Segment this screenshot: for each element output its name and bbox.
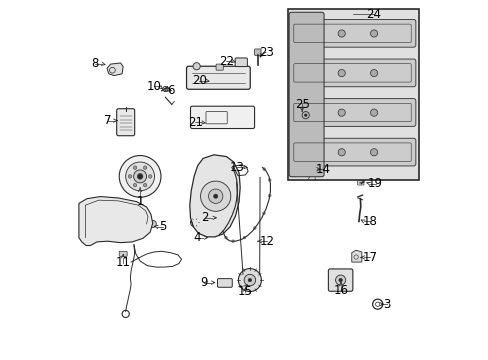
FancyBboxPatch shape <box>216 64 223 70</box>
Circle shape <box>193 221 196 224</box>
Circle shape <box>133 166 137 170</box>
Circle shape <box>243 236 245 239</box>
Text: 12: 12 <box>259 235 274 248</box>
Circle shape <box>370 69 377 77</box>
Text: 8: 8 <box>91 57 99 70</box>
Text: 2: 2 <box>201 211 208 224</box>
Text: 17: 17 <box>362 251 377 264</box>
Circle shape <box>133 183 137 187</box>
Circle shape <box>253 227 256 230</box>
FancyBboxPatch shape <box>235 58 247 67</box>
Text: 7: 7 <box>104 114 111 127</box>
FancyBboxPatch shape <box>290 59 415 87</box>
Circle shape <box>224 236 227 239</box>
Text: 22: 22 <box>219 55 234 68</box>
Text: 20: 20 <box>191 74 206 87</box>
Circle shape <box>143 183 146 187</box>
Circle shape <box>337 30 345 37</box>
Circle shape <box>337 109 345 116</box>
Text: 24: 24 <box>366 8 381 21</box>
Circle shape <box>128 175 132 178</box>
Circle shape <box>263 168 265 171</box>
Circle shape <box>148 175 152 178</box>
FancyBboxPatch shape <box>217 279 232 287</box>
Circle shape <box>149 220 156 228</box>
Circle shape <box>304 161 322 179</box>
Text: 19: 19 <box>367 177 382 190</box>
Circle shape <box>125 162 154 191</box>
Polygon shape <box>79 197 152 246</box>
Text: 1: 1 <box>136 195 143 208</box>
Polygon shape <box>189 155 240 237</box>
Text: 13: 13 <box>229 161 244 174</box>
Circle shape <box>338 278 342 282</box>
FancyBboxPatch shape <box>119 251 127 256</box>
Circle shape <box>231 240 234 243</box>
FancyBboxPatch shape <box>357 181 363 185</box>
Text: 4: 4 <box>193 231 200 244</box>
Circle shape <box>190 218 199 227</box>
Circle shape <box>370 149 377 156</box>
FancyBboxPatch shape <box>288 12 324 177</box>
Circle shape <box>370 30 377 37</box>
Circle shape <box>200 181 230 211</box>
Circle shape <box>302 112 309 119</box>
Circle shape <box>247 278 251 282</box>
FancyBboxPatch shape <box>190 106 254 129</box>
Text: 15: 15 <box>237 285 252 298</box>
Circle shape <box>213 194 218 198</box>
FancyBboxPatch shape <box>117 109 134 136</box>
Text: 10: 10 <box>147 80 162 93</box>
Circle shape <box>193 63 200 70</box>
Circle shape <box>304 114 306 117</box>
Circle shape <box>163 86 167 91</box>
Circle shape <box>268 194 270 197</box>
FancyBboxPatch shape <box>290 19 415 47</box>
Text: 14: 14 <box>315 163 330 176</box>
Circle shape <box>238 269 261 292</box>
Circle shape <box>337 149 345 156</box>
Text: 25: 25 <box>294 98 309 111</box>
Circle shape <box>335 275 345 285</box>
Text: 21: 21 <box>187 116 202 129</box>
Text: 11: 11 <box>116 256 130 269</box>
Text: 9: 9 <box>200 276 207 289</box>
Bar <box>287 9 418 180</box>
Circle shape <box>244 274 255 286</box>
Circle shape <box>337 69 345 77</box>
Circle shape <box>133 170 146 183</box>
FancyBboxPatch shape <box>328 269 352 291</box>
Circle shape <box>208 189 223 203</box>
Text: 3: 3 <box>382 298 389 311</box>
Text: 23: 23 <box>258 46 273 59</box>
Polygon shape <box>107 63 123 76</box>
FancyBboxPatch shape <box>254 49 261 55</box>
Text: 6: 6 <box>167 84 174 96</box>
FancyBboxPatch shape <box>290 138 415 166</box>
Text: 16: 16 <box>333 284 348 297</box>
FancyBboxPatch shape <box>290 99 415 126</box>
Circle shape <box>268 179 270 181</box>
Circle shape <box>119 156 161 197</box>
Circle shape <box>370 109 377 116</box>
Circle shape <box>143 166 146 170</box>
Circle shape <box>262 212 265 215</box>
Circle shape <box>311 168 314 171</box>
Text: 18: 18 <box>362 215 376 228</box>
Text: 5: 5 <box>159 220 166 233</box>
Circle shape <box>137 174 142 179</box>
FancyBboxPatch shape <box>186 66 250 89</box>
Polygon shape <box>351 250 361 262</box>
